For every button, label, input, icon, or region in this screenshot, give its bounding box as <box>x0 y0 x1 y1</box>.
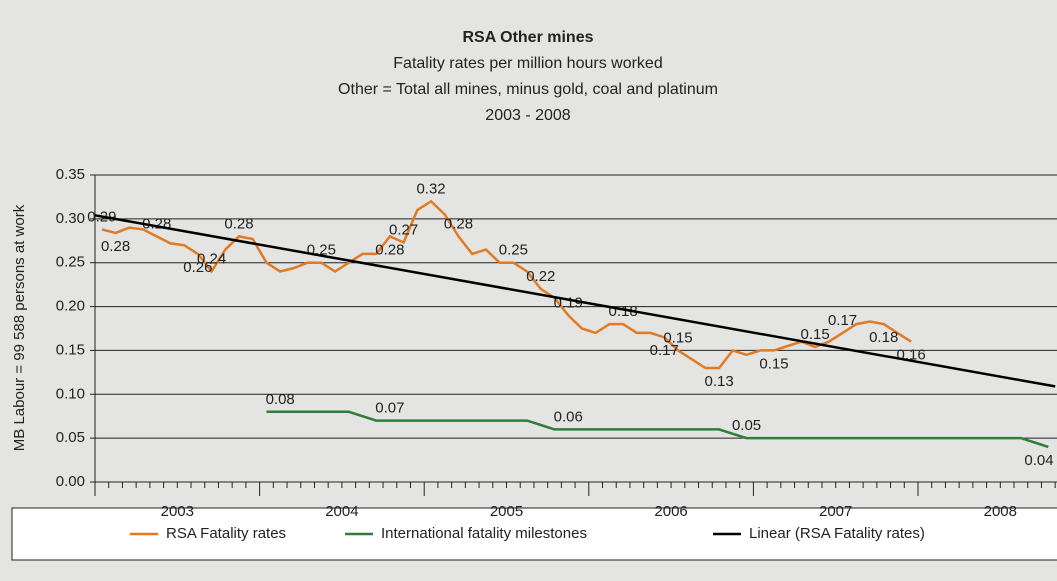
x-tick-label: 2004 <box>325 503 358 520</box>
chart-subtitle: Fatality rates per million hours worked <box>393 55 662 72</box>
chart-title: RSA Other mines <box>463 29 594 46</box>
chart-subtitle: Other = Total all mines, minus gold, coa… <box>338 81 718 98</box>
y-tick-label: 0.05 <box>56 429 85 446</box>
data-label: 0.32 <box>416 180 445 197</box>
y-tick-label: 0.10 <box>56 385 85 402</box>
data-label: 0.18 <box>869 329 898 346</box>
data-label: 0.22 <box>526 268 555 285</box>
series-line <box>101 199 912 370</box>
data-label: 0.24 <box>197 250 226 267</box>
data-label: 0.28 <box>224 215 253 232</box>
y-axis-label: MB Labour = 99 588 persons at work <box>11 204 28 451</box>
data-label: 0.15 <box>801 326 830 343</box>
data-label: 0.15 <box>759 355 788 372</box>
data-label: 0.13 <box>705 373 734 390</box>
y-tick-label: 0.20 <box>56 298 85 315</box>
data-label: 0.27 <box>389 222 418 239</box>
y-tick-label: 0.30 <box>56 210 85 227</box>
data-label: 0.15 <box>663 329 692 346</box>
data-label: 0.05 <box>732 417 761 434</box>
data-label: 0.25 <box>499 242 528 259</box>
data-label: 0.26 <box>183 259 212 276</box>
x-tick-label: 2003 <box>161 503 194 520</box>
data-label: 0.28 <box>375 241 404 258</box>
x-tick-label: 2007 <box>819 503 852 520</box>
legend-label: RSA Fatality rates <box>166 525 286 542</box>
x-tick-label: 2008 <box>984 503 1017 520</box>
series-line <box>266 410 1049 449</box>
data-label: 0.28 <box>444 215 473 232</box>
series-line <box>94 214 1056 388</box>
data-label: 0.08 <box>266 391 295 408</box>
data-label: 0.06 <box>554 408 583 425</box>
data-label: 0.17 <box>828 312 857 329</box>
y-tick-label: 0.15 <box>56 341 85 358</box>
legend-label: International fatality milestones <box>381 525 587 542</box>
data-label: 0.04 <box>1024 452 1053 469</box>
legend-label: Linear (RSA Fatality rates) <box>749 525 925 542</box>
legend-box <box>11 507 1057 561</box>
x-tick-label: 2006 <box>654 503 687 520</box>
x-tick-label: 2005 <box>490 503 523 520</box>
y-tick-label: 0.25 <box>56 254 85 271</box>
y-tick-label: 0.00 <box>56 473 85 490</box>
data-label: 0.07 <box>375 400 404 417</box>
data-label: 0.17 <box>650 342 679 359</box>
y-tick-label: 0.35 <box>56 166 85 183</box>
data-label: 0.28 <box>101 238 130 255</box>
chart-subtitle: 2003 - 2008 <box>485 107 571 124</box>
